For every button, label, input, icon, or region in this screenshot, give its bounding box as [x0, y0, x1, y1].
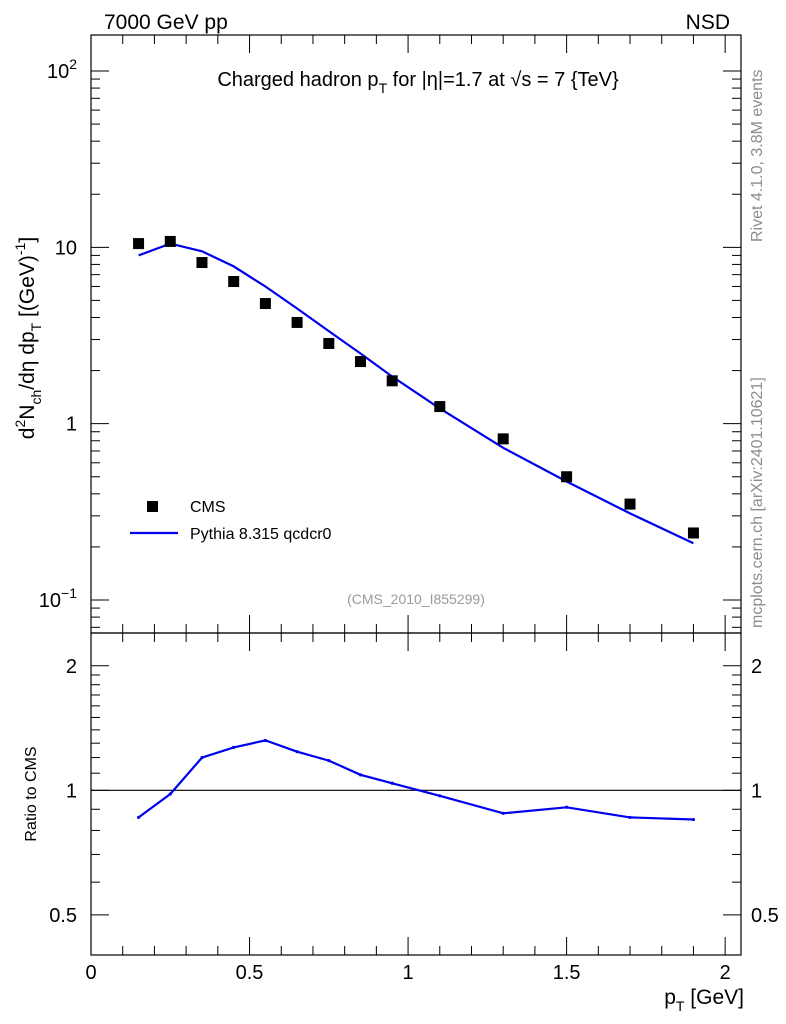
header-right: NSD — [686, 11, 730, 34]
cms-data-point — [323, 337, 335, 349]
ratio-point — [628, 815, 632, 820]
cms-data-point — [624, 498, 636, 510]
ratio-y-tick-label-right: 0.5 — [751, 905, 779, 927]
ratio-plot-frame — [90, 632, 742, 956]
mcplots-label: mcplots.cern.ch [arXiv:2401.10621] — [749, 377, 766, 628]
main-y-tick-label: 10−1 — [39, 585, 77, 612]
ratio-y-tick-label-left: 1 — [66, 780, 77, 802]
x-tick-label: 0 — [85, 962, 96, 984]
cms-data-point — [259, 298, 271, 310]
legend-pythia-label: Pythia 8.315 qcdcr0 — [190, 526, 332, 543]
main-chart-title: Charged hadron pT for |η|=1.7 at √s = 7 … — [217, 69, 619, 96]
legend-cms-label: CMS — [190, 499, 226, 516]
ratio-point — [136, 815, 141, 820]
main-plot-frame — [90, 34, 742, 634]
ratio-data-layer — [91, 738, 741, 822]
ratio-point — [438, 794, 442, 798]
ratio-point — [501, 811, 505, 815]
ratio-point — [295, 750, 299, 754]
cms-data-point — [164, 235, 176, 247]
ratio-y-tick-label-right: 2 — [751, 656, 762, 678]
cms-data-point — [355, 356, 367, 368]
cms-data-point — [196, 257, 208, 269]
ratio-y-axis-label: Ratio to CMS — [23, 746, 40, 841]
analysis-id-label: (CMS_2010_I855299) — [347, 591, 485, 607]
ratio-point — [390, 781, 394, 785]
main-y-axis-label: d2Nch/dη dpT [(GeV)-1] — [12, 237, 44, 439]
x-tick-label: 1.5 — [553, 962, 581, 984]
ratio-point — [691, 817, 696, 822]
cms-data-point — [434, 401, 446, 413]
ratio-point — [263, 738, 267, 743]
main-y-tick-label: 10 — [55, 237, 77, 259]
cms-data-point — [291, 316, 303, 328]
legend: CMS Pythia 8.315 qcdcr0 — [130, 499, 332, 543]
ratio-axis-ticks: 2 2 1 1 0.5 0.5 0 0.5 1 1.5 2 — [49, 633, 779, 984]
x-tick-label: 1 — [403, 962, 414, 984]
cms-data-point — [497, 433, 509, 445]
main-y-tick-label: 1 — [66, 414, 77, 436]
x-tick-label: 2 — [720, 962, 731, 984]
ratio-curve — [137, 739, 694, 821]
ratio-point — [565, 805, 569, 809]
ratio-y-tick-label-right: 1 — [751, 780, 762, 802]
cms-data-point — [133, 238, 145, 250]
main-y-tick-label: 102 — [47, 56, 77, 83]
legend-cms-marker — [147, 501, 158, 512]
rivet-version-label: Rivet 4.1.0, 3.8M events — [749, 69, 766, 242]
ratio-point — [200, 755, 204, 760]
ratio-point — [168, 792, 172, 796]
cms-data-point — [561, 471, 573, 483]
main-axis-ticks: 102 10 1 10−1 — [39, 35, 741, 633]
cms-data-point — [386, 375, 398, 387]
ratio-y-tick-label-left: 2 — [66, 656, 77, 678]
header-left: 7000 GeV pp — [104, 11, 228, 34]
x-axis-label: pT [GeV] — [664, 986, 744, 1014]
main-data-layer — [133, 235, 699, 545]
ratio-point — [358, 773, 363, 777]
ratio-y-tick-label-left: 0.5 — [49, 905, 77, 927]
cms-data-point — [687, 527, 699, 539]
pythia-curve — [138, 242, 694, 545]
ratio-point — [232, 745, 236, 749]
cms-data-point — [228, 276, 240, 288]
ratio-point — [327, 758, 331, 763]
x-tick-label: 0.5 — [236, 962, 264, 984]
